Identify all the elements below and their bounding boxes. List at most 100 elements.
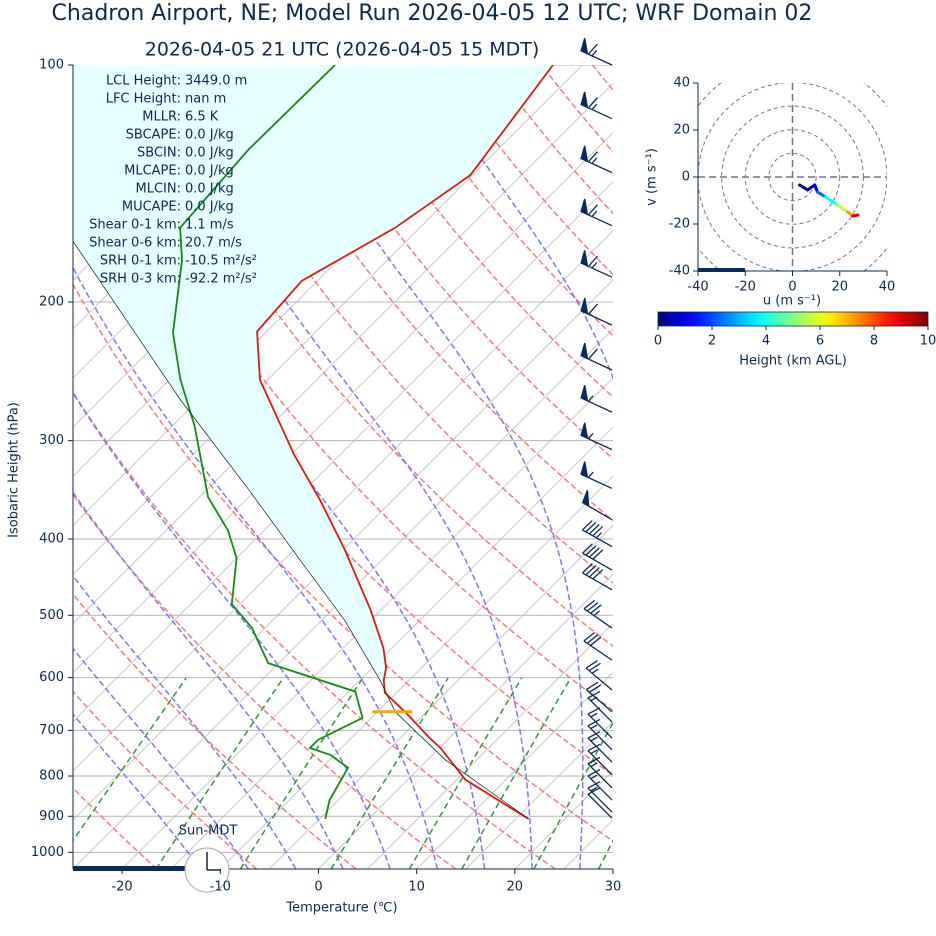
info-value: 0.0 J/kg <box>185 164 234 179</box>
wind-barb <box>587 756 613 789</box>
dry-adiabat <box>73 493 457 869</box>
mixing-ratio-line <box>73 677 187 842</box>
hodograph-segment <box>816 190 828 199</box>
moist-adiabat <box>73 647 249 869</box>
moist-adiabat <box>151 65 533 869</box>
x-tick-label: 20 <box>831 280 848 295</box>
y-tick-label: 0 <box>682 170 690 185</box>
wind-barb <box>580 91 613 120</box>
skewt-data <box>73 65 554 820</box>
wind-barb <box>581 490 613 521</box>
dry-adiabat <box>73 390 556 869</box>
dry-adiabat <box>796 65 936 869</box>
moist-adiabat <box>73 91 486 869</box>
info-value: -10.5 m²/s² <box>185 254 257 269</box>
mixing-ratio-line <box>533 721 613 869</box>
x-tick-label: 20 <box>507 880 524 895</box>
y-tick-label: 200 <box>39 295 64 310</box>
dry-adiabat <box>745 65 936 869</box>
dry-adiabat <box>388 65 613 337</box>
colorbar-tick-label: 4 <box>762 334 770 349</box>
y-tick-label: -40 <box>669 264 690 279</box>
info-label: LFC Height: <box>106 92 181 107</box>
mixing-ratio-line <box>461 677 572 869</box>
dry-adiabat <box>541 65 613 153</box>
isotherm <box>514 770 613 869</box>
x-tick-label: -10 <box>210 880 231 895</box>
clock-label: Sun-MDT <box>179 824 238 839</box>
colorbar-tick-label: 8 <box>870 334 878 349</box>
x-tick-label: 0 <box>788 280 796 295</box>
info-label: MLCAPE: <box>124 164 181 179</box>
mixing-ratio-line <box>330 677 449 869</box>
hodograph-segment <box>824 195 840 207</box>
info-label: SRH 0-3 km: <box>100 272 181 287</box>
info-value: 0.0 J/kg <box>185 182 234 197</box>
moist-adiabat <box>618 65 734 869</box>
isotherm <box>73 230 613 772</box>
colorbar-tick-label: 0 <box>654 334 662 349</box>
isotherm <box>416 671 613 869</box>
info-label: MUCAPE: <box>122 200 181 215</box>
isotherm <box>465 721 613 869</box>
isotherm <box>73 82 613 625</box>
colorbar-tick-label: 10 <box>920 334 936 349</box>
hodograph-background <box>698 83 887 271</box>
isotherm <box>73 181 613 723</box>
isotherm <box>563 819 613 869</box>
isotherm <box>219 475 613 869</box>
info-label: SRH 0-1 km: <box>100 254 181 269</box>
wind-barb <box>585 681 613 713</box>
x-tick-label: 40 <box>879 280 896 295</box>
y-tick-label: 600 <box>39 670 64 685</box>
cin-shading <box>73 65 553 819</box>
colorbar-tick-label: 2 <box>708 334 716 349</box>
isotherm <box>121 377 613 869</box>
dry-adiabat <box>643 65 936 869</box>
wind-barb <box>587 743 613 776</box>
moist-adiabat <box>73 491 344 869</box>
moist-adiabat <box>73 574 297 869</box>
mixing-ratio-line <box>646 678 743 869</box>
x-tick-label: 30 <box>605 880 622 895</box>
info-value: 20.7 m/s <box>185 236 242 251</box>
profile-line <box>73 240 529 820</box>
hodograph-segment <box>836 203 850 214</box>
wind-barb <box>583 631 613 661</box>
profile-line <box>172 65 364 820</box>
isotherm <box>269 524 613 869</box>
y-tick-label: 1000 <box>31 845 64 860</box>
y-tick-label: 20 <box>673 123 690 138</box>
y-tick-label: 400 <box>39 532 64 547</box>
y-tick-label: 800 <box>39 769 64 784</box>
wind-barb <box>580 342 613 371</box>
wind-barb <box>580 145 613 174</box>
info-value: 0.0 J/kg <box>185 200 234 215</box>
colorbar-tick-label: 6 <box>816 334 824 349</box>
hodograph-segment <box>851 213 860 218</box>
info-label: Shear 0-1 km: <box>89 218 181 233</box>
wind-barb <box>585 660 613 691</box>
hodo-y-label: v (m s⁻¹) <box>645 148 660 206</box>
isotherm <box>318 573 613 869</box>
y-tick-label: 500 <box>39 608 64 623</box>
x-tick-label: -40 <box>687 280 708 295</box>
wind-barb <box>587 718 613 751</box>
wind-barb <box>587 707 613 739</box>
dry-adiabat <box>490 65 613 215</box>
hodo-bar <box>698 268 745 272</box>
wind-barb <box>582 563 613 591</box>
x-tick-label: 0 <box>314 880 322 895</box>
x-tick-label: -20 <box>735 280 756 295</box>
info-label: MLCIN: <box>136 182 181 197</box>
hodograph: u (m s⁻¹) v (m s⁻¹) Height (km AGL) -40-… <box>645 76 936 369</box>
info-value: 1.1 m/s <box>185 218 234 233</box>
mixing-ratio-line <box>239 677 364 869</box>
isotherm <box>73 279 613 821</box>
mixing-ratio-line <box>597 839 613 869</box>
colorbar-label: Height (km AGL) <box>739 354 847 369</box>
moist-adiabat <box>724 65 847 869</box>
y-tick-label: 300 <box>39 433 64 448</box>
info-value: 6.5 K <box>185 110 219 125</box>
wind-barb <box>580 298 613 326</box>
